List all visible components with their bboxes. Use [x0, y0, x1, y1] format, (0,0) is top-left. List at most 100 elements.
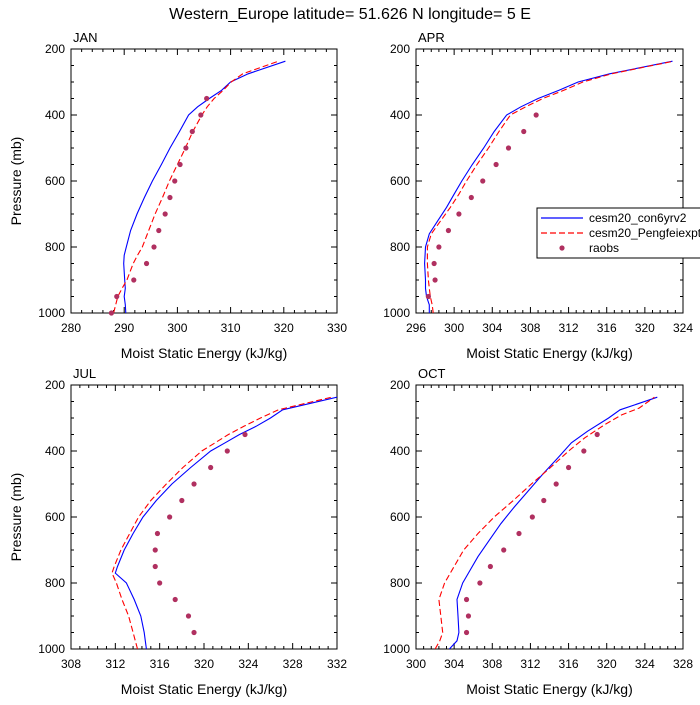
raobs-point — [521, 128, 527, 135]
raobs-point — [156, 227, 162, 234]
x-tick-label: 300 — [406, 657, 426, 671]
raobs-point — [242, 431, 248, 438]
x-axis-label: Moist Static Energy (kJ/kg) — [466, 345, 633, 361]
y-tick-label: 400 — [45, 444, 65, 458]
raobs-point — [114, 293, 120, 300]
series-group — [424, 60, 674, 313]
y-tick-label: 600 — [390, 510, 410, 524]
cesm20_con6yrv2-line — [114, 396, 337, 649]
raobs-point — [516, 530, 522, 537]
y-tick-label: 600 — [45, 510, 65, 524]
y-axis-label: Pressure (mb) — [8, 137, 24, 226]
x-tick-label: 320 — [194, 657, 214, 671]
raobs-point — [177, 161, 183, 168]
x-tick-label: 312 — [520, 657, 540, 671]
x-tick-label: 324 — [635, 657, 655, 671]
raobs-point — [131, 277, 137, 283]
x-tick-label: 280 — [61, 321, 81, 335]
y-tick-label: 600 — [45, 174, 65, 188]
y-tick-label: 1000 — [383, 642, 410, 656]
raobs-point — [529, 514, 535, 520]
x-tick-label: 308 — [61, 657, 81, 671]
panel-oct: OCT 300 304 308 312 316 320 324 328 200 400 600 800 1… — [383, 366, 693, 697]
legend-swatch-raobs — [559, 245, 565, 251]
raobs-point — [204, 95, 210, 102]
x-tick-label: 316 — [559, 657, 579, 671]
x-tick-label: 296 — [406, 321, 426, 335]
x-tick-label: 328 — [673, 657, 693, 671]
raobs-point — [477, 580, 483, 586]
cesm20_con6yrv2-line — [448, 396, 658, 649]
raobs-point — [189, 128, 195, 135]
raobs-point — [157, 580, 163, 586]
raobs-point — [493, 161, 499, 168]
y-tick-label: 400 — [45, 108, 65, 122]
panel-apr: APR 296 300 304 308 312 316 320 324 200 400 600 800 1… — [383, 30, 693, 361]
x-tick-label: 320 — [597, 657, 617, 671]
raobs-point — [172, 178, 178, 184]
raobs-point — [487, 563, 493, 570]
raobs-point — [162, 211, 168, 217]
cesm20_con6yrv2-line — [424, 60, 673, 313]
raobs-point — [151, 244, 157, 250]
panel-label: JAN — [73, 30, 98, 45]
raobs-point — [198, 112, 204, 118]
x-tick-label: 308 — [520, 321, 540, 335]
raobs-point — [533, 112, 539, 118]
raobs-point — [501, 547, 507, 553]
plot-frame — [70, 48, 338, 314]
raobs-point — [154, 530, 161, 537]
raobs-point — [445, 227, 452, 234]
raobs-point — [565, 464, 572, 471]
y-tick-label: 1000 — [38, 642, 65, 656]
x-tick-label: 320 — [635, 321, 655, 335]
raobs-point — [191, 481, 197, 487]
legend-label: cesm20_Pengfeiexpt — [589, 226, 700, 240]
plot-frame — [415, 48, 684, 314]
x-tick-label: 324 — [238, 657, 258, 671]
y-tick-label: 1000 — [383, 306, 410, 320]
panel-jan: JAN 280 290 300 310 320 330 200 400 600 800 1000 Moi… — [8, 30, 347, 361]
x-axis-label: Moist Static Energy (kJ/kg) — [121, 681, 288, 697]
x-tick-label: 324 — [673, 321, 693, 335]
y-tick-label: 800 — [390, 576, 410, 590]
y-tick-label: 200 — [45, 378, 65, 392]
x-tick-label: 300 — [444, 321, 464, 335]
x-tick-label: 290 — [114, 321, 134, 335]
raobs-point — [431, 260, 437, 267]
plot-frame — [415, 384, 684, 650]
raobs-point — [152, 547, 158, 553]
x-tick-label: 316 — [150, 657, 170, 671]
y-tick-label: 1000 — [38, 306, 65, 320]
y-tick-label: 400 — [390, 108, 410, 122]
y-tick-label: 800 — [45, 240, 65, 254]
raobs-point — [468, 194, 474, 201]
x-tick-label: 312 — [559, 321, 579, 335]
raobs-point — [208, 464, 214, 471]
raobs-point — [143, 260, 150, 267]
panels: JAN 280 290 300 310 320 330 200 400 600 800 1000 Moi… — [8, 30, 693, 697]
raobs-point — [480, 178, 486, 184]
raobs-point — [505, 145, 512, 151]
raobs-point — [167, 194, 173, 201]
raobs-point — [183, 145, 189, 151]
x-tick-label: 300 — [167, 321, 187, 335]
raobs-point — [167, 514, 173, 520]
x-tick-label: 330 — [327, 321, 347, 335]
series-group — [434, 396, 658, 649]
cesm20_Pengfeiexpt-line — [434, 396, 655, 649]
raobs-point — [191, 629, 197, 636]
raobs-point — [463, 596, 470, 603]
panel-jul: JUL 308 312 316 320 324 328 332 200 400 600 800 1000… — [8, 366, 347, 697]
cesm20_Pengfeiexpt-line — [113, 60, 279, 313]
x-tick-label: 320 — [274, 321, 294, 335]
figure-title: Western_Europe latitude= 51.626 N longit… — [169, 6, 531, 23]
y-axis-label: Pressure (mb) — [8, 473, 24, 562]
y-tick-label: 200 — [390, 42, 410, 56]
x-tick-label: 310 — [221, 321, 241, 335]
y-tick-label: 200 — [390, 378, 410, 392]
cesm20_Pengfeiexpt-line — [111, 396, 332, 649]
